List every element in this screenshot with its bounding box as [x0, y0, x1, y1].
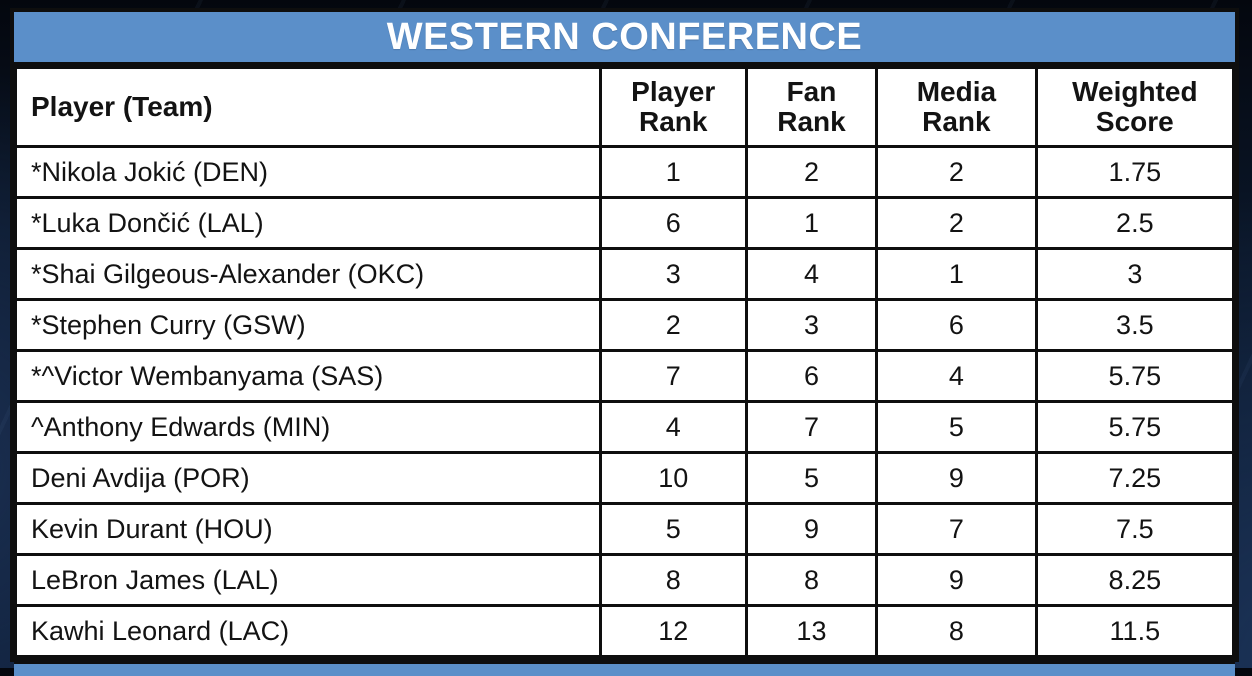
player-name-cell: ^Anthony Edwards (MIN) — [14, 400, 602, 454]
col-header-player-team: Player (Team) — [14, 66, 602, 148]
player-rank-cell: 10 — [598, 451, 748, 505]
table-row: Deni Avdija (POR) 10 5 9 7.25 — [14, 451, 1236, 505]
weighted-score-cell: 3.5 — [1034, 298, 1236, 352]
weighted-score-cell: 11.5 — [1034, 604, 1236, 658]
player-name-cell: LeBron James (LAL) — [14, 553, 602, 607]
media-rank-cell: 8 — [875, 604, 1038, 658]
player-name-cell: Deni Avdija (POR) — [14, 451, 602, 505]
weighted-score-cell: 2.5 — [1034, 196, 1236, 250]
fan-rank-cell: 9 — [744, 502, 879, 556]
fan-rank-cell: 3 — [744, 298, 879, 352]
player-rank-cell: 1 — [598, 145, 748, 199]
table-row: LeBron James (LAL) 8 8 9 8.25 — [14, 553, 1236, 607]
player-name-cell: *Shai Gilgeous-Alexander (OKC) — [14, 247, 602, 301]
weighted-score-cell: 3 — [1034, 247, 1236, 301]
player-rank-cell: 12 — [598, 604, 748, 658]
media-rank-cell: 7 — [875, 502, 1038, 556]
table-row: *^Victor Wembanyama (SAS) 7 6 4 5.75 — [14, 349, 1236, 403]
col-header-player-rank: Player Rank — [598, 66, 748, 148]
fan-rank-cell: 13 — [744, 604, 879, 658]
western-conference-panel: WESTERN CONFERENCE Player (Team) Player … — [10, 8, 1239, 662]
table-row: *Shai Gilgeous-Alexander (OKC) 3 4 1 3 — [14, 247, 1236, 301]
col-header-weighted-score: Weighted Score — [1034, 66, 1236, 148]
weighted-score-cell: 1.75 — [1034, 145, 1236, 199]
player-rank-cell: 3 — [598, 247, 748, 301]
weighted-score-cell: 7.5 — [1034, 502, 1236, 556]
fan-rank-cell: 7 — [744, 400, 879, 454]
col-header-media-rank: Media Rank — [875, 66, 1038, 148]
media-rank-cell: 2 — [875, 145, 1038, 199]
fan-rank-cell: 8 — [744, 553, 879, 607]
fan-rank-cell: 6 — [744, 349, 879, 403]
fan-rank-cell: 1 — [744, 196, 879, 250]
player-rank-cell: 4 — [598, 400, 748, 454]
media-rank-cell: 6 — [875, 298, 1038, 352]
fan-rank-cell: 2 — [744, 145, 879, 199]
player-rank-cell: 5 — [598, 502, 748, 556]
table-row: *Nikola Jokić (DEN) 1 2 2 1.75 — [14, 145, 1236, 199]
fan-rank-cell: 4 — [744, 247, 879, 301]
player-name-cell: *Luka Dončić (LAL) — [14, 196, 602, 250]
table-row: Kevin Durant (HOU) 5 9 7 7.5 — [14, 502, 1236, 556]
player-name-cell: *^Victor Wembanyama (SAS) — [14, 349, 602, 403]
media-rank-cell: 9 — [875, 553, 1038, 607]
table-title-bar: WESTERN CONFERENCE — [14, 12, 1235, 66]
rankings-table: Player (Team) Player Rank Fan Rank Media… — [14, 66, 1236, 658]
weighted-score-cell: 8.25 — [1034, 553, 1236, 607]
player-rank-cell: 6 — [598, 196, 748, 250]
player-name-cell: Kawhi Leonard (LAC) — [14, 604, 602, 658]
player-name-cell: *Stephen Curry (GSW) — [14, 298, 602, 352]
table-row: *Stephen Curry (GSW) 2 3 6 3.5 — [14, 298, 1236, 352]
next-section-header-strip — [14, 662, 1235, 676]
weighted-score-cell: 5.75 — [1034, 400, 1236, 454]
table-row: Kawhi Leonard (LAC) 12 13 8 11.5 — [14, 604, 1236, 658]
weighted-score-cell: 5.75 — [1034, 349, 1236, 403]
fan-rank-cell: 5 — [744, 451, 879, 505]
media-rank-cell: 4 — [875, 349, 1038, 403]
player-rank-cell: 7 — [598, 349, 748, 403]
player-rank-cell: 2 — [598, 298, 748, 352]
media-rank-cell: 1 — [875, 247, 1038, 301]
player-rank-cell: 8 — [598, 553, 748, 607]
player-name-cell: Kevin Durant (HOU) — [14, 502, 602, 556]
table-title: WESTERN CONFERENCE — [386, 15, 863, 58]
col-header-fan-rank: Fan Rank — [744, 66, 879, 148]
weighted-score-cell: 7.25 — [1034, 451, 1236, 505]
player-name-cell: *Nikola Jokić (DEN) — [14, 145, 602, 199]
table-row: ^Anthony Edwards (MIN) 4 7 5 5.75 — [14, 400, 1236, 454]
media-rank-cell: 9 — [875, 451, 1038, 505]
media-rank-cell: 5 — [875, 400, 1038, 454]
header-row: Player (Team) Player Rank Fan Rank Media… — [14, 66, 1236, 148]
media-rank-cell: 2 — [875, 196, 1038, 250]
table-row: *Luka Dončić (LAL) 6 1 2 2.5 — [14, 196, 1236, 250]
